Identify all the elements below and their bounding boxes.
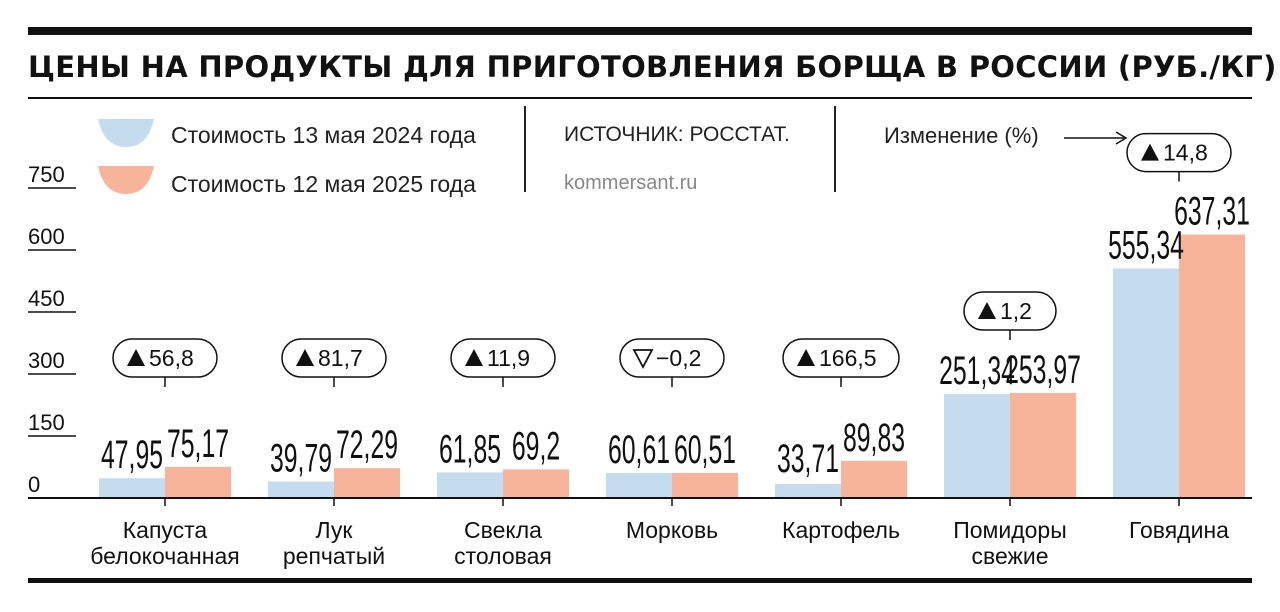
bar-2024 (268, 481, 334, 498)
value-label-2025: 72,29 (336, 423, 398, 467)
y-tick-label: 150 (28, 410, 65, 435)
category-label: Лук (316, 517, 354, 543)
y-tick-label: 0 (28, 472, 40, 497)
value-label-2025: 89,83 (843, 416, 905, 460)
value-label-2025: 75,17 (167, 422, 229, 466)
category-label: столовая (454, 543, 552, 569)
category-label: белокочанная (90, 543, 239, 569)
value-label-2024: 33,71 (777, 437, 839, 481)
bar-2024 (99, 478, 165, 498)
change-value: 56,8 (149, 345, 194, 371)
chart-title: ЦЕНЫ НА ПРОДУКТЫ ДЛЯ ПРИГОТОВЛЕНИЯ БОРЩА… (28, 50, 1277, 84)
y-tick-label: 450 (28, 286, 65, 311)
bar-2025 (1010, 393, 1076, 498)
category-label: репчатый (283, 543, 385, 569)
value-label-2024: 60,61 (608, 428, 670, 472)
category-label: Картофель (782, 517, 900, 543)
triangle-up-icon (127, 349, 145, 366)
value-label-2024: 61,85 (439, 428, 501, 472)
value-label-2025: 60,51 (674, 428, 736, 472)
triangle-up-icon (296, 349, 314, 366)
category-label: Морковь (626, 517, 718, 543)
bar-2025 (672, 472, 738, 498)
legend-swatch-2024 (98, 119, 154, 147)
triangle-up-icon (465, 349, 483, 366)
bar-2024 (1113, 268, 1179, 498)
bar-2024 (944, 394, 1010, 498)
y-tick-label: 750 (28, 162, 65, 187)
triangle-up-icon (978, 302, 996, 320)
value-label-2024: 555,34 (1108, 224, 1184, 268)
triangle-up-icon (797, 349, 815, 366)
source-url: kommersant.ru (564, 172, 698, 194)
legend-label-2024: Стоимость 13 мая 2024 года (171, 122, 476, 148)
value-label-2025: 69,2 (512, 425, 560, 469)
triangle-down-icon (632, 349, 654, 369)
value-label-2024: 47,95 (101, 433, 163, 477)
legend-swatch-2025 (98, 166, 154, 194)
source-label: ИСТОЧНИК: РОССТАТ. (564, 123, 790, 146)
change-value: 11,9 (487, 345, 530, 371)
value-label-2025: 253,97 (1005, 348, 1081, 392)
legend-label-2025: Стоимость 12 мая 2025 года (171, 171, 476, 197)
category-label: Капуста (123, 517, 208, 543)
value-label-2024: 39,79 (270, 437, 332, 481)
bar-2024 (437, 472, 503, 498)
title-underline (28, 97, 1252, 99)
category-label: Помидоры (953, 517, 1067, 543)
y-tick-label: 600 (28, 224, 65, 249)
change-label: Изменение (%) (884, 123, 1039, 148)
value-label-2024: 251,34 (939, 349, 1015, 393)
legend-separator-1 (524, 106, 526, 192)
change-value: 14,8 (1163, 140, 1208, 166)
category-label: Свекла (464, 517, 542, 543)
arrow-right-icon (1064, 131, 1128, 145)
bar-2025 (841, 460, 907, 498)
change-value: −0,2 (656, 345, 701, 371)
triangle-up-icon (1141, 143, 1159, 161)
bar-2024 (775, 484, 841, 498)
top-rule (28, 27, 1252, 35)
value-label-2025: 637,31 (1174, 190, 1250, 234)
bar-2025 (1179, 234, 1245, 498)
bar-2025 (165, 466, 231, 498)
bar-2025 (334, 468, 400, 498)
change-value: 166,5 (819, 345, 877, 371)
bar-2025 (503, 469, 569, 498)
category-label: Говядина (1129, 517, 1229, 543)
bar-2024 (606, 472, 672, 498)
legend-separator-2 (834, 106, 836, 192)
legend-swatch-2024-shape (98, 119, 154, 147)
change-value: 1,2 (1000, 298, 1032, 324)
bottom-rule (28, 578, 1252, 583)
legend-swatch-2025-shape (98, 166, 154, 194)
change-value: 81,7 (318, 345, 363, 371)
y-tick-label: 300 (28, 348, 65, 373)
category-label: свежие (971, 543, 1048, 569)
